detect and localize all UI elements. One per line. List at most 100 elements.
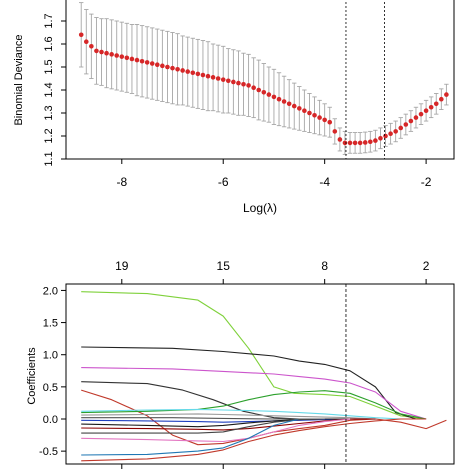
deviance-point <box>271 94 277 100</box>
y-tick-label: 0.0 <box>43 414 58 426</box>
y-tick-label: -0.5 <box>39 446 58 458</box>
deviance-point <box>89 44 94 49</box>
deviance-point <box>439 96 444 102</box>
deviance-point <box>388 131 393 136</box>
deviance-point <box>297 106 302 111</box>
deviance-point <box>165 64 170 70</box>
deviance-point <box>185 69 191 74</box>
deviance-point <box>281 99 287 104</box>
deviance-point <box>149 61 155 66</box>
top-y-ticks: 1.1 1.2 1.3 1.4 1.5 1.6 1.7 <box>43 13 66 167</box>
deviance-point <box>302 108 307 113</box>
deviance-point <box>119 54 125 59</box>
bottom-plot-frame <box>65 283 455 465</box>
deviance-point <box>256 87 262 93</box>
x-tick-label: -8 <box>116 175 127 189</box>
deviance-point <box>383 133 388 139</box>
deviance-point <box>200 72 206 78</box>
deviance-point <box>433 101 439 107</box>
coefficient-path <box>81 367 427 420</box>
deviance-point <box>205 73 211 79</box>
deviance-point <box>160 63 165 69</box>
deviance-point <box>368 139 373 145</box>
deviance-point <box>129 56 135 62</box>
deviance-point <box>261 90 267 95</box>
deviance-point <box>357 140 363 146</box>
y-tick-label: 2.0 <box>43 285 58 297</box>
y-tick-label: 1.1 <box>43 151 55 166</box>
deviance-point <box>210 75 216 80</box>
top-tick-label: 15 <box>217 259 231 273</box>
y-tick-label: 1.7 <box>43 13 55 28</box>
deviance-point <box>291 103 297 109</box>
coefficient-path <box>81 381 376 420</box>
deviance-point <box>231 79 236 85</box>
x-tick-label: -2 <box>421 175 432 189</box>
deviance-point <box>398 125 404 131</box>
coefficient-path <box>81 413 376 420</box>
deviance-point <box>352 140 358 146</box>
deviance-point <box>307 110 312 116</box>
bottom-x-ticks <box>121 464 427 469</box>
deviance-point <box>83 39 89 44</box>
deviance-point <box>286 101 292 107</box>
y-tick-label: 1.4 <box>43 82 55 97</box>
deviance-point <box>190 70 196 76</box>
top-x-ticks: -8 -6 -4 -2 <box>116 159 432 189</box>
deviance-point <box>175 67 180 72</box>
lambda-reference-lines <box>345 0 385 159</box>
y-tick-label: 1.0 <box>43 350 58 362</box>
deviance-point <box>312 113 317 118</box>
coefficient-lines <box>81 291 447 462</box>
deviance-point <box>266 92 272 97</box>
coefficient-path <box>81 418 427 462</box>
deviance-point <box>94 48 99 54</box>
deviance-point <box>317 115 322 120</box>
deviance-point <box>99 49 104 55</box>
deviance-point <box>444 92 449 97</box>
x-tick-label: -4 <box>319 175 330 189</box>
deviance-point <box>276 96 282 102</box>
coefficient-path <box>81 291 427 420</box>
deviance-point <box>220 77 226 82</box>
deviance-point <box>418 111 424 117</box>
deviance-point <box>378 136 383 141</box>
top-axis-ticks: 19 15 8 2 <box>115 259 430 284</box>
deviance-point <box>195 71 201 77</box>
x-tick-label: -6 <box>218 175 229 189</box>
deviance-point <box>332 129 338 134</box>
y-tick-label: 1.3 <box>43 105 55 120</box>
deviance-point <box>109 52 114 57</box>
y-tick-label: 1.5 <box>43 59 55 74</box>
deviance-point <box>104 50 109 56</box>
top-tick-label: 2 <box>423 259 430 273</box>
deviance-point <box>413 115 419 120</box>
deviance-point <box>423 108 429 113</box>
coefficient-path <box>81 418 300 456</box>
deviance-point <box>236 80 241 86</box>
y-tick-label: 1.2 <box>43 128 55 143</box>
bottom-y-axis-title: Coefficients <box>26 347 38 405</box>
bottom-y-ticks: -0.5 0.0 0.5 1.0 1.5 2.0 <box>39 285 66 458</box>
deviance-point <box>362 140 368 145</box>
coefficient-path <box>81 408 401 420</box>
deviance-point <box>322 117 327 123</box>
deviance-point <box>170 65 175 71</box>
top-tick-label: 8 <box>321 259 328 273</box>
top-tick-label: 19 <box>115 259 129 273</box>
cv-deviance-chart: -8 -6 -4 -2 1.1 1.2 1.3 1.4 1.5 1.6 1.7 Log(λ) Bi… <box>13 0 455 215</box>
y-tick-label: 0.5 <box>43 382 58 394</box>
deviance-point <box>373 138 378 143</box>
coefficient-path <box>81 417 325 420</box>
deviance-point <box>180 68 185 73</box>
deviance-point <box>246 83 251 88</box>
deviance-point <box>241 81 246 87</box>
deviance-point <box>403 122 409 127</box>
deviance-point <box>215 76 221 81</box>
deviance-point <box>226 78 231 84</box>
deviance-point <box>327 119 333 125</box>
coefficient-paths-chart: 19 15 8 2 -0.5 0.0 0.5 1.0 1.5 2.0 Coefficients <box>26 259 455 469</box>
deviance-point <box>134 57 140 63</box>
deviance-point <box>428 104 434 110</box>
